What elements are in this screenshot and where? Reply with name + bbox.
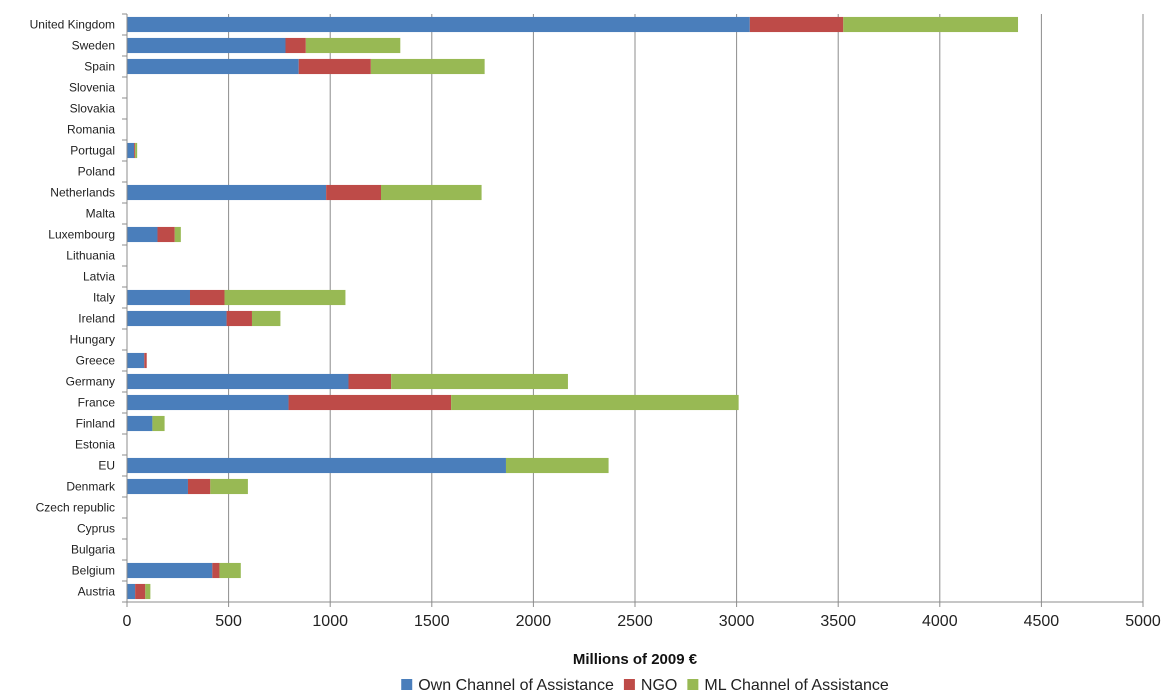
bar-segment-portugal-series-2 <box>135 142 138 159</box>
x-tick-label: 1500 <box>414 613 450 630</box>
bar-segment-austria-series-1 <box>135 583 146 600</box>
bar-segment-sweden-series-0 <box>127 37 286 54</box>
category-label: Hungary <box>70 333 115 347</box>
category-label: United Kingdom <box>30 18 115 32</box>
bar-segment-netherlands-series-1 <box>326 184 381 201</box>
legend-label: ML Channel of Assistance <box>704 677 889 694</box>
bar-segment-united-kingdom-series-2 <box>843 16 1019 33</box>
axes <box>122 13 1144 607</box>
category-label: France <box>78 396 116 410</box>
x-tick-label: 2500 <box>617 613 653 630</box>
legend: Own Channel of Assistance NGO ML Channel o… <box>401 677 889 694</box>
legend-label: Own Channel of Assistance <box>418 677 614 694</box>
bar-segment-france-series-0 <box>127 394 289 411</box>
bar-segment-denmark-series-1 <box>187 478 211 495</box>
bar-segment-spain-series-0 <box>127 58 299 75</box>
category-label: Poland <box>78 165 115 179</box>
category-label: Slovakia <box>70 102 116 116</box>
category-label: Denmark <box>66 480 116 494</box>
x-axis-title: Millions of 2009 € <box>573 651 698 668</box>
bar-segment-ireland-series-2 <box>251 310 281 327</box>
bar-segment-finland-series-2 <box>152 415 165 432</box>
legend-label: NGO <box>641 677 677 694</box>
bar-segment-belgium-series-1 <box>212 562 220 579</box>
x-tick-label: 3500 <box>820 613 856 630</box>
bar-segment-greece-series-0 <box>127 352 145 369</box>
bar-segment-germany-series-0 <box>127 373 349 390</box>
category-label: Sweden <box>72 39 115 53</box>
x-tick-label: 4500 <box>1024 613 1060 630</box>
bar-segment-denmark-series-2 <box>210 478 248 495</box>
category-label: Estonia <box>75 438 115 452</box>
category-label: Netherlands <box>50 186 115 200</box>
x-tick-label: 5000 <box>1125 613 1161 630</box>
x-tick-label: 4000 <box>922 613 958 630</box>
x-tick-label: 3000 <box>719 613 755 630</box>
category-label: Italy <box>93 291 115 305</box>
bar-segment-eu-series-2 <box>505 457 609 474</box>
bar-segment-belgium-series-2 <box>219 562 241 579</box>
bar-segment-greece-series-1 <box>144 352 147 369</box>
category-label: Slovenia <box>69 81 115 95</box>
category-label: Czech republic <box>36 501 115 515</box>
bar-segment-sweden-series-1 <box>285 37 306 54</box>
bar-segment-portugal-series-0 <box>127 142 135 159</box>
category-label: Spain <box>84 60 115 74</box>
category-label: Ireland <box>78 312 115 326</box>
category-label: Belgium <box>72 564 115 578</box>
bars <box>127 16 1019 600</box>
category-label: Finland <box>76 417 115 431</box>
x-tick-label: 500 <box>215 613 242 630</box>
bar-segment-france-series-1 <box>288 394 452 411</box>
bar-segment-finland-series-0 <box>127 415 153 432</box>
bar-segment-sweden-series-2 <box>305 37 401 54</box>
bar-segment-france-series-2 <box>451 394 739 411</box>
bar-segment-luxembourg-series-1 <box>157 226 175 243</box>
x-tick-label: 1000 <box>312 613 348 630</box>
bar-segment-ireland-series-0 <box>127 310 227 327</box>
x-tick-label: 2000 <box>516 613 552 630</box>
bar-segment-germany-series-2 <box>391 373 568 390</box>
category-label: Luxembourg <box>48 228 115 242</box>
legend-swatch <box>401 679 413 690</box>
bar-segment-netherlands-series-2 <box>381 184 482 201</box>
legend-swatch <box>623 679 635 690</box>
bar-segment-denmark-series-0 <box>127 478 188 495</box>
category-label: Portugal <box>70 144 115 158</box>
category-label: Romania <box>67 123 115 137</box>
bar-segment-netherlands-series-0 <box>127 184 327 201</box>
bar-segment-italy-series-1 <box>189 289 225 306</box>
bar-segment-austria-series-0 <box>127 583 136 600</box>
bar-segment-italy-series-0 <box>127 289 190 306</box>
bar-segment-luxembourg-series-2 <box>174 226 181 243</box>
category-labels: Austria Belgium Bulgaria Cyprus Czech republ… <box>30 18 116 599</box>
bar-segment-spain-series-2 <box>370 58 485 75</box>
bar-segment-ireland-series-1 <box>226 310 252 327</box>
bar-segment-portugal-series-1 <box>134 142 136 159</box>
bar-segment-eu-series-0 <box>127 457 506 474</box>
legend-swatch <box>687 679 699 690</box>
bar-segment-italy-series-2 <box>224 289 346 306</box>
bar-segment-united-kingdom-series-0 <box>127 16 750 33</box>
gridlines <box>228 14 1144 602</box>
bar-segment-luxembourg-series-0 <box>127 226 158 243</box>
bar-segment-spain-series-1 <box>298 58 371 75</box>
category-label: Cyprus <box>77 522 115 536</box>
x-tick-labels: 0 500 1000 1500 2000 2500 3000 3500 4000 4500 5000 <box>123 613 1161 630</box>
category-label: Lithuania <box>66 249 115 263</box>
x-tick-label: 0 <box>123 613 132 630</box>
category-label: Latvia <box>83 270 115 284</box>
category-label: Bulgaria <box>71 543 115 557</box>
category-label: Greece <box>76 354 116 368</box>
category-label: Austria <box>78 585 116 599</box>
category-label: EU <box>98 459 115 473</box>
category-label: Malta <box>86 207 116 221</box>
bar-segment-belgium-series-0 <box>127 562 213 579</box>
category-label: Germany <box>66 375 115 389</box>
bar-segment-united-kingdom-series-1 <box>749 16 844 33</box>
bar-segment-austria-series-2 <box>145 583 151 600</box>
bar-segment-germany-series-1 <box>348 373 392 390</box>
